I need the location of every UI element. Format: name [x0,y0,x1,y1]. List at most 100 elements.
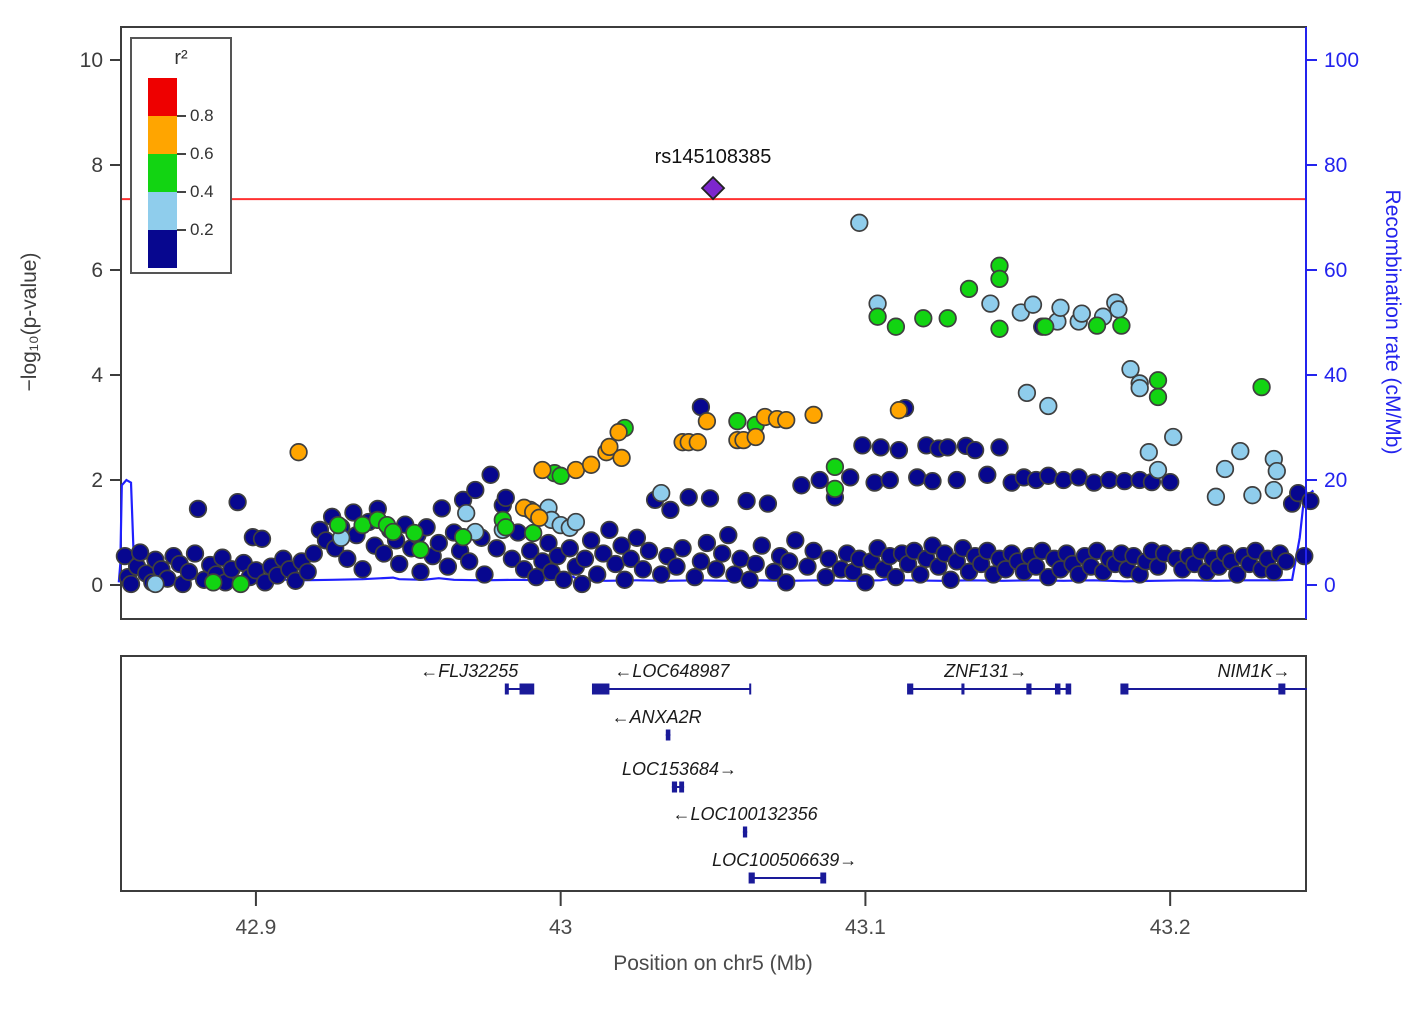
scatter-point-r2_0.4_0.6 [959,279,979,299]
scatter-point-r2_lt_0.2 [130,543,150,562]
gene-exon [505,683,509,695]
gene-exon [519,683,534,695]
left-axis-title: −log₁₀(p-value) [18,252,41,392]
scatter-point-r2_lt_0.2 [841,468,860,487]
scatter-point-r2_lt_0.2 [908,468,927,487]
scatter-point-r2_0.4_0.6 [990,319,1009,338]
scatter-point-r2_0.2_0.4 [1164,427,1183,447]
scatter-point-r2_lt_0.2 [816,567,835,587]
scatter-point-r2_0.4_0.6 [1112,316,1131,335]
scatter-point-r2_0.2_0.4 [1148,460,1168,480]
gene-exon [679,781,685,793]
scatter-point-r2_lt_0.2 [1069,468,1088,487]
scatter-point-r2_lt_0.2 [886,567,906,587]
left-axis-tick-label: 4 [91,364,103,387]
scatter-point-r2_lt_0.2 [606,554,625,574]
gene-label-LOC153684: LOC153684→ [622,759,737,779]
scatter-point-r2_lt_0.2 [121,574,141,594]
scatter-point-r2_lt_0.2 [819,549,838,568]
scatter-point-r2_0.2_0.4 [1206,487,1226,506]
scatter-point-r2_lt_0.2 [487,539,506,558]
scatter-point-r2_lt_0.2 [752,536,771,555]
scatter-point-r2_lt_0.2 [691,552,711,571]
scatter-point-r2_lt_0.2 [804,541,823,561]
scatter-point-r2_0.6_0.8 [609,423,628,442]
scatter-point-r2_0.4_0.6 [411,540,430,559]
scatter-point-r2_lt_0.2 [1228,565,1247,584]
legend-color-block [148,192,177,230]
scatter-point-r2_lt_0.2 [978,465,997,484]
legend-tick [177,229,186,231]
left-axis-tick-label: 10 [80,49,103,72]
scatter-point-r2_lt_0.2 [746,554,765,574]
right-axis-tick-label: 100 [1324,49,1359,72]
right-axis-tick-label: 80 [1324,154,1347,177]
scatter-point-r2_lt_0.2 [810,470,829,490]
scatter-point-r2_lt_0.2 [792,476,811,495]
scatter-point-r2_lt_0.2 [344,503,363,522]
gene-exon [1278,683,1286,695]
x-axis-tick-label: 43.1 [845,916,886,939]
scatter-point-r2_lt_0.2 [758,494,778,513]
scatter-point-r2_0.6_0.8 [581,455,601,474]
gene-exon [742,826,748,838]
scatter-point-r2_lt_0.2 [554,570,573,589]
scatter-point-r2_lt_0.2 [1161,472,1180,492]
scatter-point-r2_lt_0.2 [880,470,899,490]
gene-exon [1054,683,1061,695]
scatter-point-r2_0.4_0.6 [353,515,372,535]
scatter-point-r2_0.2_0.4 [652,483,671,503]
scatter-point-r2_lt_0.2 [1100,470,1119,490]
scatter-point-r2_lt_0.2 [581,531,601,550]
scatter-point-r2_lt_0.2 [429,533,448,553]
gene-exon [1026,683,1032,695]
x-axis-tick-label: 43 [549,916,572,939]
scatter-point-r2_0.4_0.6 [938,309,957,328]
scatter-point-r2_lt_0.2 [438,557,458,576]
scatter-point-r2_0.6_0.8 [688,433,707,452]
scatter-point-r2_lt_0.2 [390,554,409,574]
scatter-point-r2_0.4_0.6 [914,309,933,328]
scatter-point-r2_lt_0.2 [1054,470,1073,490]
scatter-point-r2_0.4_0.6 [868,307,887,326]
scatter-point-r2_0.6_0.8 [804,405,823,425]
scatter-point-r2_0.4_0.6 [453,528,473,547]
scatter-point-r2_0.2_0.4 [1039,396,1058,416]
scatter-point-r2_lt_0.2 [338,549,357,568]
legend-tick-label: 0.6 [190,144,214,163]
scatter-point-r2_lt_0.2 [521,541,540,561]
scatter-point-r2_lt_0.2 [228,492,247,512]
gene-exon [961,683,965,695]
scatter-point-r2_lt_0.2 [633,560,653,579]
scatter-point-r2_0.6_0.8 [697,412,717,431]
scatter-point-r2_lt_0.2 [679,488,698,507]
scatter-point-r2_lt_0.2 [856,573,875,592]
scatter-point-r2_0.4_0.6 [496,518,515,537]
scatter-point-r2_0.4_0.6 [524,523,543,543]
scatter-point-r2_0.6_0.8 [289,443,308,462]
gene-exon [1065,683,1071,695]
legend-color-block [148,116,177,154]
gene-label-LOC100506639: LOC100506639→ [712,850,857,870]
scatter-point-r2_lt_0.2 [798,557,817,576]
scatter-point-r2_0.2_0.4 [1243,486,1262,505]
gene-label-FLJ32255: ←FLJ32255 [420,661,519,681]
scatter-point-r2_lt_0.2 [1295,546,1314,566]
scatter-point-r2_0.2_0.4 [1267,461,1286,481]
gene-exon [908,683,914,695]
scatter-point-r2_lt_0.2 [432,499,451,518]
scatter-point-r2_lt_0.2 [700,489,720,508]
scatter-point-r2_0.2_0.4 [1215,459,1235,479]
scatter-point-r2_0.6_0.8 [889,401,909,420]
scatter-point-r2_lt_0.2 [911,565,930,584]
scatter-point-r2_0.6_0.8 [566,460,586,480]
scatter-point-r2_lt_0.2 [941,570,960,589]
scatter-point-r2_lt_0.2 [496,488,515,508]
scatter-point-r2_0.4_0.6 [1087,316,1107,335]
scatter-point-r2_lt_0.2 [1276,552,1296,571]
scatter-point-r2_lt_0.2 [1084,473,1104,492]
legend-tick-label: 0.8 [190,106,214,125]
scatter-point-r2_lt_0.2 [560,539,579,558]
gene-label-LOC100132356: ←LOC100132356 [672,804,818,824]
